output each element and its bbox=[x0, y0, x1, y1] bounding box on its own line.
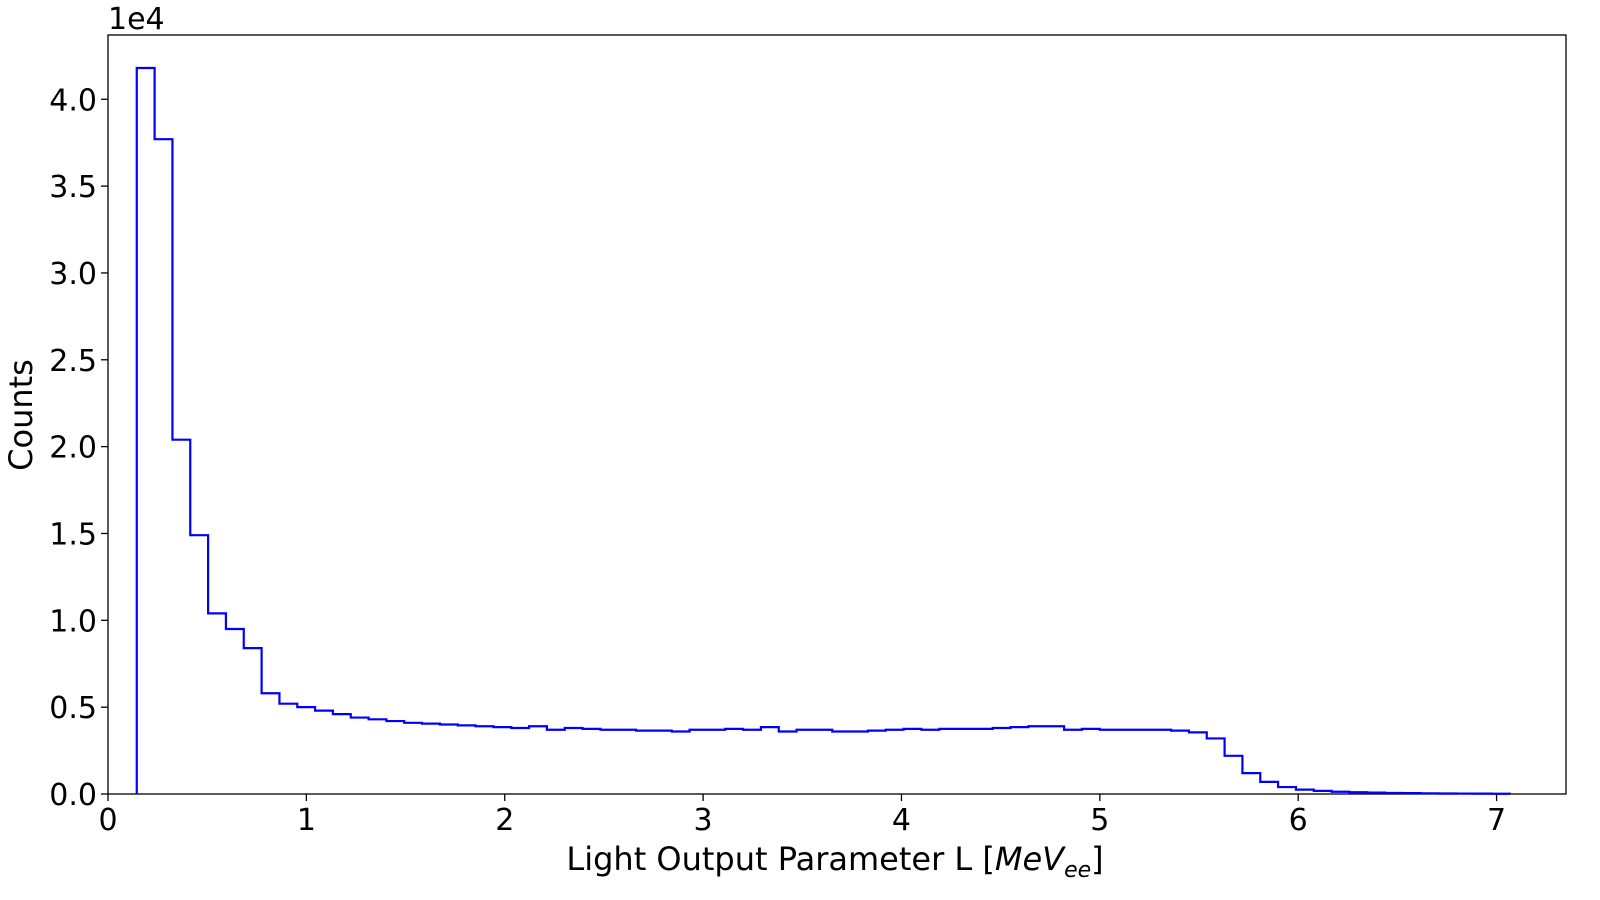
y-axis-ticks: 0.0 0.5 1.0 1.5 2.0 2.5 3.0 3.5 4.0 bbox=[49, 83, 108, 813]
y-tick-label: 3.0 bbox=[49, 257, 97, 292]
y-axis-label: Counts bbox=[2, 359, 40, 471]
x-axis-ticks: 0 1 2 3 4 5 6 7 bbox=[98, 794, 1506, 838]
y-tick-label: 2.5 bbox=[49, 344, 97, 379]
y-axis-offset-text: 1e4 bbox=[108, 2, 165, 37]
plot-area bbox=[107, 34, 1567, 795]
x-axis-label: Light Output Parameter L [MeVee] bbox=[566, 840, 1103, 883]
y-tick-label: 0.5 bbox=[49, 691, 97, 726]
x-tick-label: 4 bbox=[892, 803, 911, 838]
y-tick-label: 1.0 bbox=[49, 604, 97, 639]
x-tick-label: 7 bbox=[1487, 803, 1506, 838]
x-tick-label: 2 bbox=[495, 803, 514, 838]
x-axis-label-unit: MeV bbox=[995, 840, 1066, 878]
x-tick-label: 0 bbox=[98, 803, 117, 838]
x-axis-label-subscript: ee bbox=[1064, 858, 1091, 883]
axes-frame bbox=[107, 34, 1567, 795]
y-tick-label: 4.0 bbox=[49, 83, 97, 118]
x-tick-label: 1 bbox=[297, 803, 316, 838]
y-tick-label: 2.0 bbox=[49, 431, 97, 466]
x-axis-label-main: Light Output Parameter L [ bbox=[566, 840, 995, 878]
y-tick-label: 3.5 bbox=[49, 170, 97, 205]
x-tick-label: 3 bbox=[694, 803, 713, 838]
x-axis-label-end: ] bbox=[1091, 840, 1103, 878]
histogram-series-line bbox=[135, 66, 1512, 795]
y-tick-label: 1.5 bbox=[49, 517, 97, 552]
x-tick-label: 6 bbox=[1289, 803, 1308, 838]
x-tick-label: 5 bbox=[1090, 803, 1109, 838]
y-tick-label: 0.0 bbox=[49, 778, 97, 813]
